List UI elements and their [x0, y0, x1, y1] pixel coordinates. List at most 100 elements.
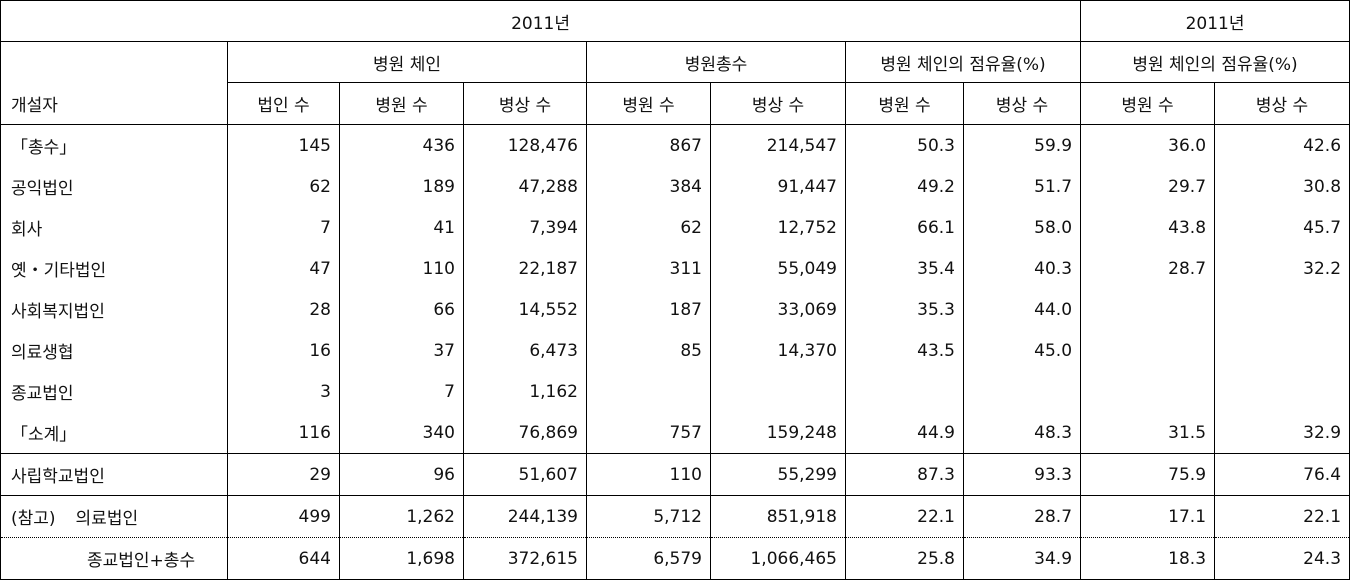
cell: 757	[586, 412, 711, 454]
cell: 32.2	[1214, 248, 1350, 289]
cell: 36.0	[1080, 124, 1215, 166]
cell: 96	[339, 453, 464, 496]
group-total-header: 병원총수	[586, 41, 846, 83]
cell: 1,162	[463, 371, 587, 412]
cell: 14,370	[710, 330, 846, 371]
cell: 1,698	[339, 537, 464, 580]
group-chain-header: 병원 체인	[227, 41, 587, 83]
cell: 25.8	[845, 537, 964, 580]
cell: 55,299	[710, 453, 846, 496]
operator-header-top	[0, 41, 228, 83]
cell: 45.0	[962, 330, 1081, 371]
cell: 372,615	[463, 537, 587, 580]
cell: 47	[227, 248, 340, 289]
table-row: 의료생협 16 37 6,473 85 14,370 43.5 45.0	[0, 330, 1350, 371]
col-hosp3-header: 병원 수	[845, 82, 964, 125]
table-row: 「소계」 116 340 76,869 757 159,248 44.9 48.…	[0, 412, 1350, 454]
cell: 35.4	[845, 248, 964, 289]
cell: 51.7	[962, 166, 1081, 207]
cell: 16	[227, 330, 340, 371]
cell: 42.6	[1214, 124, 1350, 166]
row-label: (참고) 의료법인	[0, 495, 228, 538]
cell: 116	[227, 412, 340, 454]
cell: 6,473	[463, 330, 587, 371]
cell: 22.1	[845, 495, 964, 538]
cell	[710, 371, 846, 412]
cell: 24.3	[1214, 537, 1350, 580]
row-label: 「총수」	[0, 124, 228, 166]
cell: 28	[227, 289, 340, 330]
cell: 34.9	[962, 537, 1081, 580]
cell: 66	[339, 289, 464, 330]
row-label: 의료생협	[0, 330, 228, 371]
cell: 187	[586, 289, 711, 330]
cell: 159,248	[710, 412, 846, 454]
header-row-year: 2011년 2011년	[0, 0, 1350, 42]
col-hosp4-header: 병원 수	[1080, 82, 1215, 125]
cell: 7	[227, 207, 340, 248]
cell: 45.7	[1214, 207, 1350, 248]
cell: 499	[227, 495, 340, 538]
cell: 7,394	[463, 207, 587, 248]
cell: 22.1	[1214, 495, 1350, 538]
cell: 110	[339, 248, 464, 289]
cell: 644	[227, 537, 340, 580]
cell	[845, 371, 964, 412]
group-share-right-header: 병원 체인의 점유율(%)	[1080, 41, 1350, 83]
cell: 41	[339, 207, 464, 248]
cell: 62	[227, 166, 340, 207]
cell: 33,069	[710, 289, 846, 330]
col-beds3-header: 병상 수	[962, 82, 1081, 125]
cell: 1,262	[339, 495, 464, 538]
cell: 49.2	[845, 166, 964, 207]
table-row: 종교법인+총수 644 1,698 372,615 6,579 1,066,46…	[0, 537, 1350, 580]
cell	[1080, 330, 1215, 371]
cell: 66.1	[845, 207, 964, 248]
cell: 340	[339, 412, 464, 454]
cell: 59.9	[962, 124, 1081, 166]
cell	[586, 371, 711, 412]
row-label: 종교법인	[0, 371, 228, 412]
cell: 50.3	[845, 124, 964, 166]
cell: 47,288	[463, 166, 587, 207]
cell: 18.3	[1080, 537, 1215, 580]
cell: 44.0	[962, 289, 1081, 330]
group-share-header: 병원 체인의 점유율(%)	[844, 41, 1081, 83]
table-row: (참고) 의료법인 499 1,262 244,139 5,712 851,918…	[0, 495, 1350, 538]
cell	[1080, 289, 1215, 330]
cell: 214,547	[710, 124, 846, 166]
cell: 91,447	[710, 166, 846, 207]
row-label: 공익법인	[0, 166, 228, 207]
row-label: 「소계」	[0, 412, 228, 454]
cell: 28.7	[1080, 248, 1215, 289]
cell: 43.8	[1080, 207, 1215, 248]
cell: 189	[339, 166, 464, 207]
reference-tag: (참고)	[11, 509, 56, 529]
cell: 37	[339, 330, 464, 371]
cell	[1214, 330, 1350, 371]
cell: 76.4	[1214, 453, 1350, 496]
row-label: 사회복지법인	[0, 289, 228, 330]
cell: 6,579	[586, 537, 711, 580]
row-label: 옛・기타법인	[0, 248, 228, 289]
table-row: 「총수」 145 436 128,476 867 214,547 50.3 59…	[0, 124, 1350, 166]
col-corp-header: 법인 수	[227, 82, 340, 125]
cell: 29	[227, 453, 340, 496]
cell: 384	[586, 166, 711, 207]
year-header-main: 2011년	[0, 0, 1081, 42]
table-row: 사회복지법인 28 66 14,552 187 33,069 35.3 44.0	[0, 289, 1350, 330]
cell: 40.3	[962, 248, 1081, 289]
cell: 32.9	[1214, 412, 1350, 454]
header-row-columns: 개설자 법인 수 병원 수 병상 수 병원 수 병상 수 병원 수 병상 수 병…	[0, 82, 1350, 125]
cell: 1,066,465	[710, 537, 846, 580]
cell: 93.3	[962, 453, 1081, 496]
col-beds4-header: 병상 수	[1214, 82, 1350, 125]
row-label: 회사	[0, 207, 228, 248]
table-row: 사립학교법인 29 96 51,607 110 55,299 87.3 93.3…	[0, 453, 1350, 496]
table-row: 공익법인 62 189 47,288 384 91,447 49.2 51.7 …	[0, 166, 1350, 207]
cell: 22,187	[463, 248, 587, 289]
cell: 128,476	[463, 124, 587, 166]
cell: 29.7	[1080, 166, 1215, 207]
cell: 31.5	[1080, 412, 1215, 454]
